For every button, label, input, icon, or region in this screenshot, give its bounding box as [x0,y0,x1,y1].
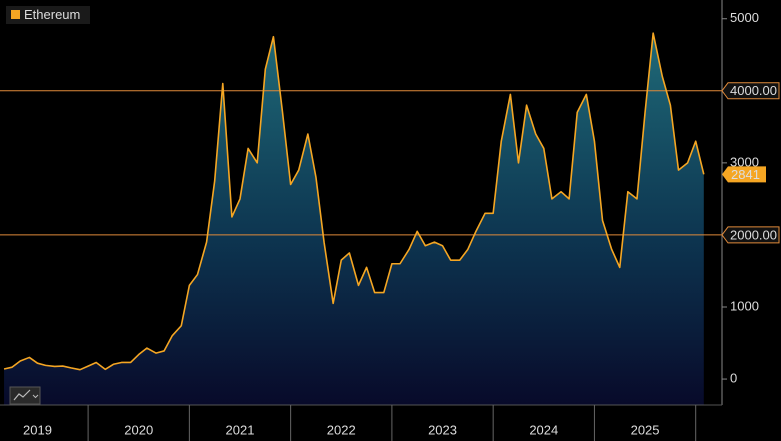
price-line [3,32,705,371]
y-tick-label: 3000 [730,154,759,169]
button-icon [13,389,31,401]
area-fill [4,33,704,406]
reference-label: 4000.00 [730,83,777,98]
legend-label: Ethereum [24,7,80,22]
x-tick-label: 2024 [529,422,558,437]
y-tick-label: 0 [730,370,737,385]
x-tick-label: 2022 [327,422,356,437]
x-tick-label: 2025 [631,422,660,437]
x-tick-label: 2021 [226,422,255,437]
last-value-tag [722,166,766,183]
chart-type-button[interactable] [9,386,41,405]
y-tick-label: 1000 [730,298,759,313]
reference-label: 2000.00 [730,227,777,242]
y-tick-label: 5000 [730,10,759,25]
x-tick-label: 2023 [428,422,457,437]
legend-box [6,6,90,24]
last-value-label: 2841 [731,167,760,182]
reference-tag [721,226,780,244]
reference-tag [721,82,780,100]
x-tick-label: 2020 [124,422,153,437]
x-tick-label: 2019 [23,422,52,437]
legend: Ethereum [6,6,90,24]
button-caret [32,394,39,399]
legend-swatch [11,10,20,19]
